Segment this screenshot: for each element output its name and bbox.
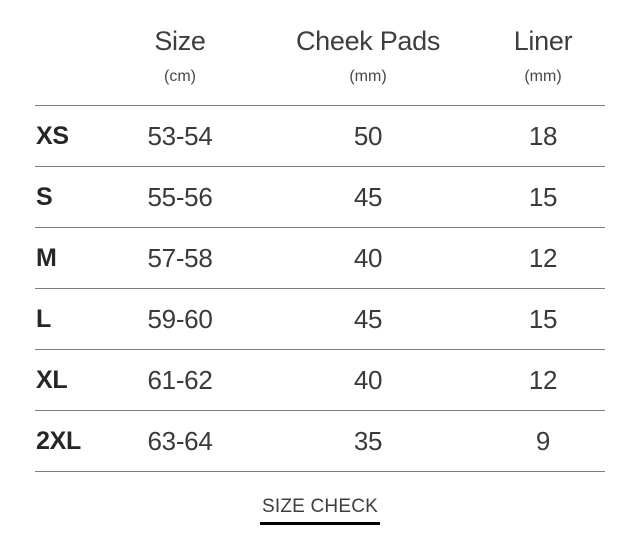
size-table: Size (cm) Cheek Pads (mm) Liner (mm) XS … [35, 0, 605, 472]
table-row-s: S 55-56 45 15 [35, 166, 605, 228]
header-size: Size (cm) [105, 0, 255, 106]
head-circumference-cell: 55-56 [105, 166, 255, 228]
header-liner-label: Liner [513, 26, 573, 56]
cheek-pads-cell: 45 [255, 166, 481, 228]
liner-cell: 9 [481, 410, 605, 472]
head-circumference-cell: 63-64 [105, 410, 255, 472]
liner-cell: 18 [481, 105, 605, 167]
footer: SIZE CHECK [35, 496, 605, 525]
header-size-label: Size [154, 26, 206, 56]
header-liner-unit: (mm) [524, 68, 562, 85]
head-circumference-cell: 53-54 [105, 105, 255, 167]
liner-cell: 12 [481, 349, 605, 411]
liner-cell: 15 [481, 166, 605, 228]
table-row-m: M 57-58 40 12 [35, 227, 605, 289]
liner-cell: 12 [481, 227, 605, 289]
row-size-label: XS [35, 105, 105, 167]
row-size-label: 2XL [35, 410, 105, 472]
head-circumference-cell: 59-60 [105, 288, 255, 350]
row-size-label: L [35, 288, 105, 350]
header-empty-cell [35, 0, 105, 106]
row-size-label: S [35, 166, 105, 228]
table-row-l: L 59-60 45 15 [35, 288, 605, 350]
header-cheek-pads: Cheek Pads (mm) [255, 0, 481, 106]
header-row: Size (cm) Cheek Pads (mm) Liner (mm) [35, 0, 605, 106]
header-liner: Liner (mm) [481, 0, 605, 106]
header-cheek-pads-unit: (mm) [349, 68, 387, 85]
cheek-pads-cell: 45 [255, 288, 481, 350]
cheek-pads-cell: 50 [255, 105, 481, 167]
size-check-link[interactable]: SIZE CHECK [259, 496, 381, 525]
table-row-2xl: 2XL 63-64 35 9 [35, 410, 605, 472]
head-circumference-cell: 61-62 [105, 349, 255, 411]
header-cheek-pads-label: Cheek Pads [295, 26, 441, 56]
cheek-pads-cell: 35 [255, 410, 481, 472]
row-size-label: XL [35, 349, 105, 411]
head-circumference-cell: 57-58 [105, 227, 255, 289]
cheek-pads-cell: 40 [255, 349, 481, 411]
header-size-unit: (cm) [164, 68, 196, 85]
table-row-xs: XS 53-54 50 18 [35, 105, 605, 167]
liner-cell: 15 [481, 288, 605, 350]
cheek-pads-cell: 40 [255, 227, 481, 289]
row-size-label: M [35, 227, 105, 289]
table-row-xl: XL 61-62 40 12 [35, 349, 605, 411]
